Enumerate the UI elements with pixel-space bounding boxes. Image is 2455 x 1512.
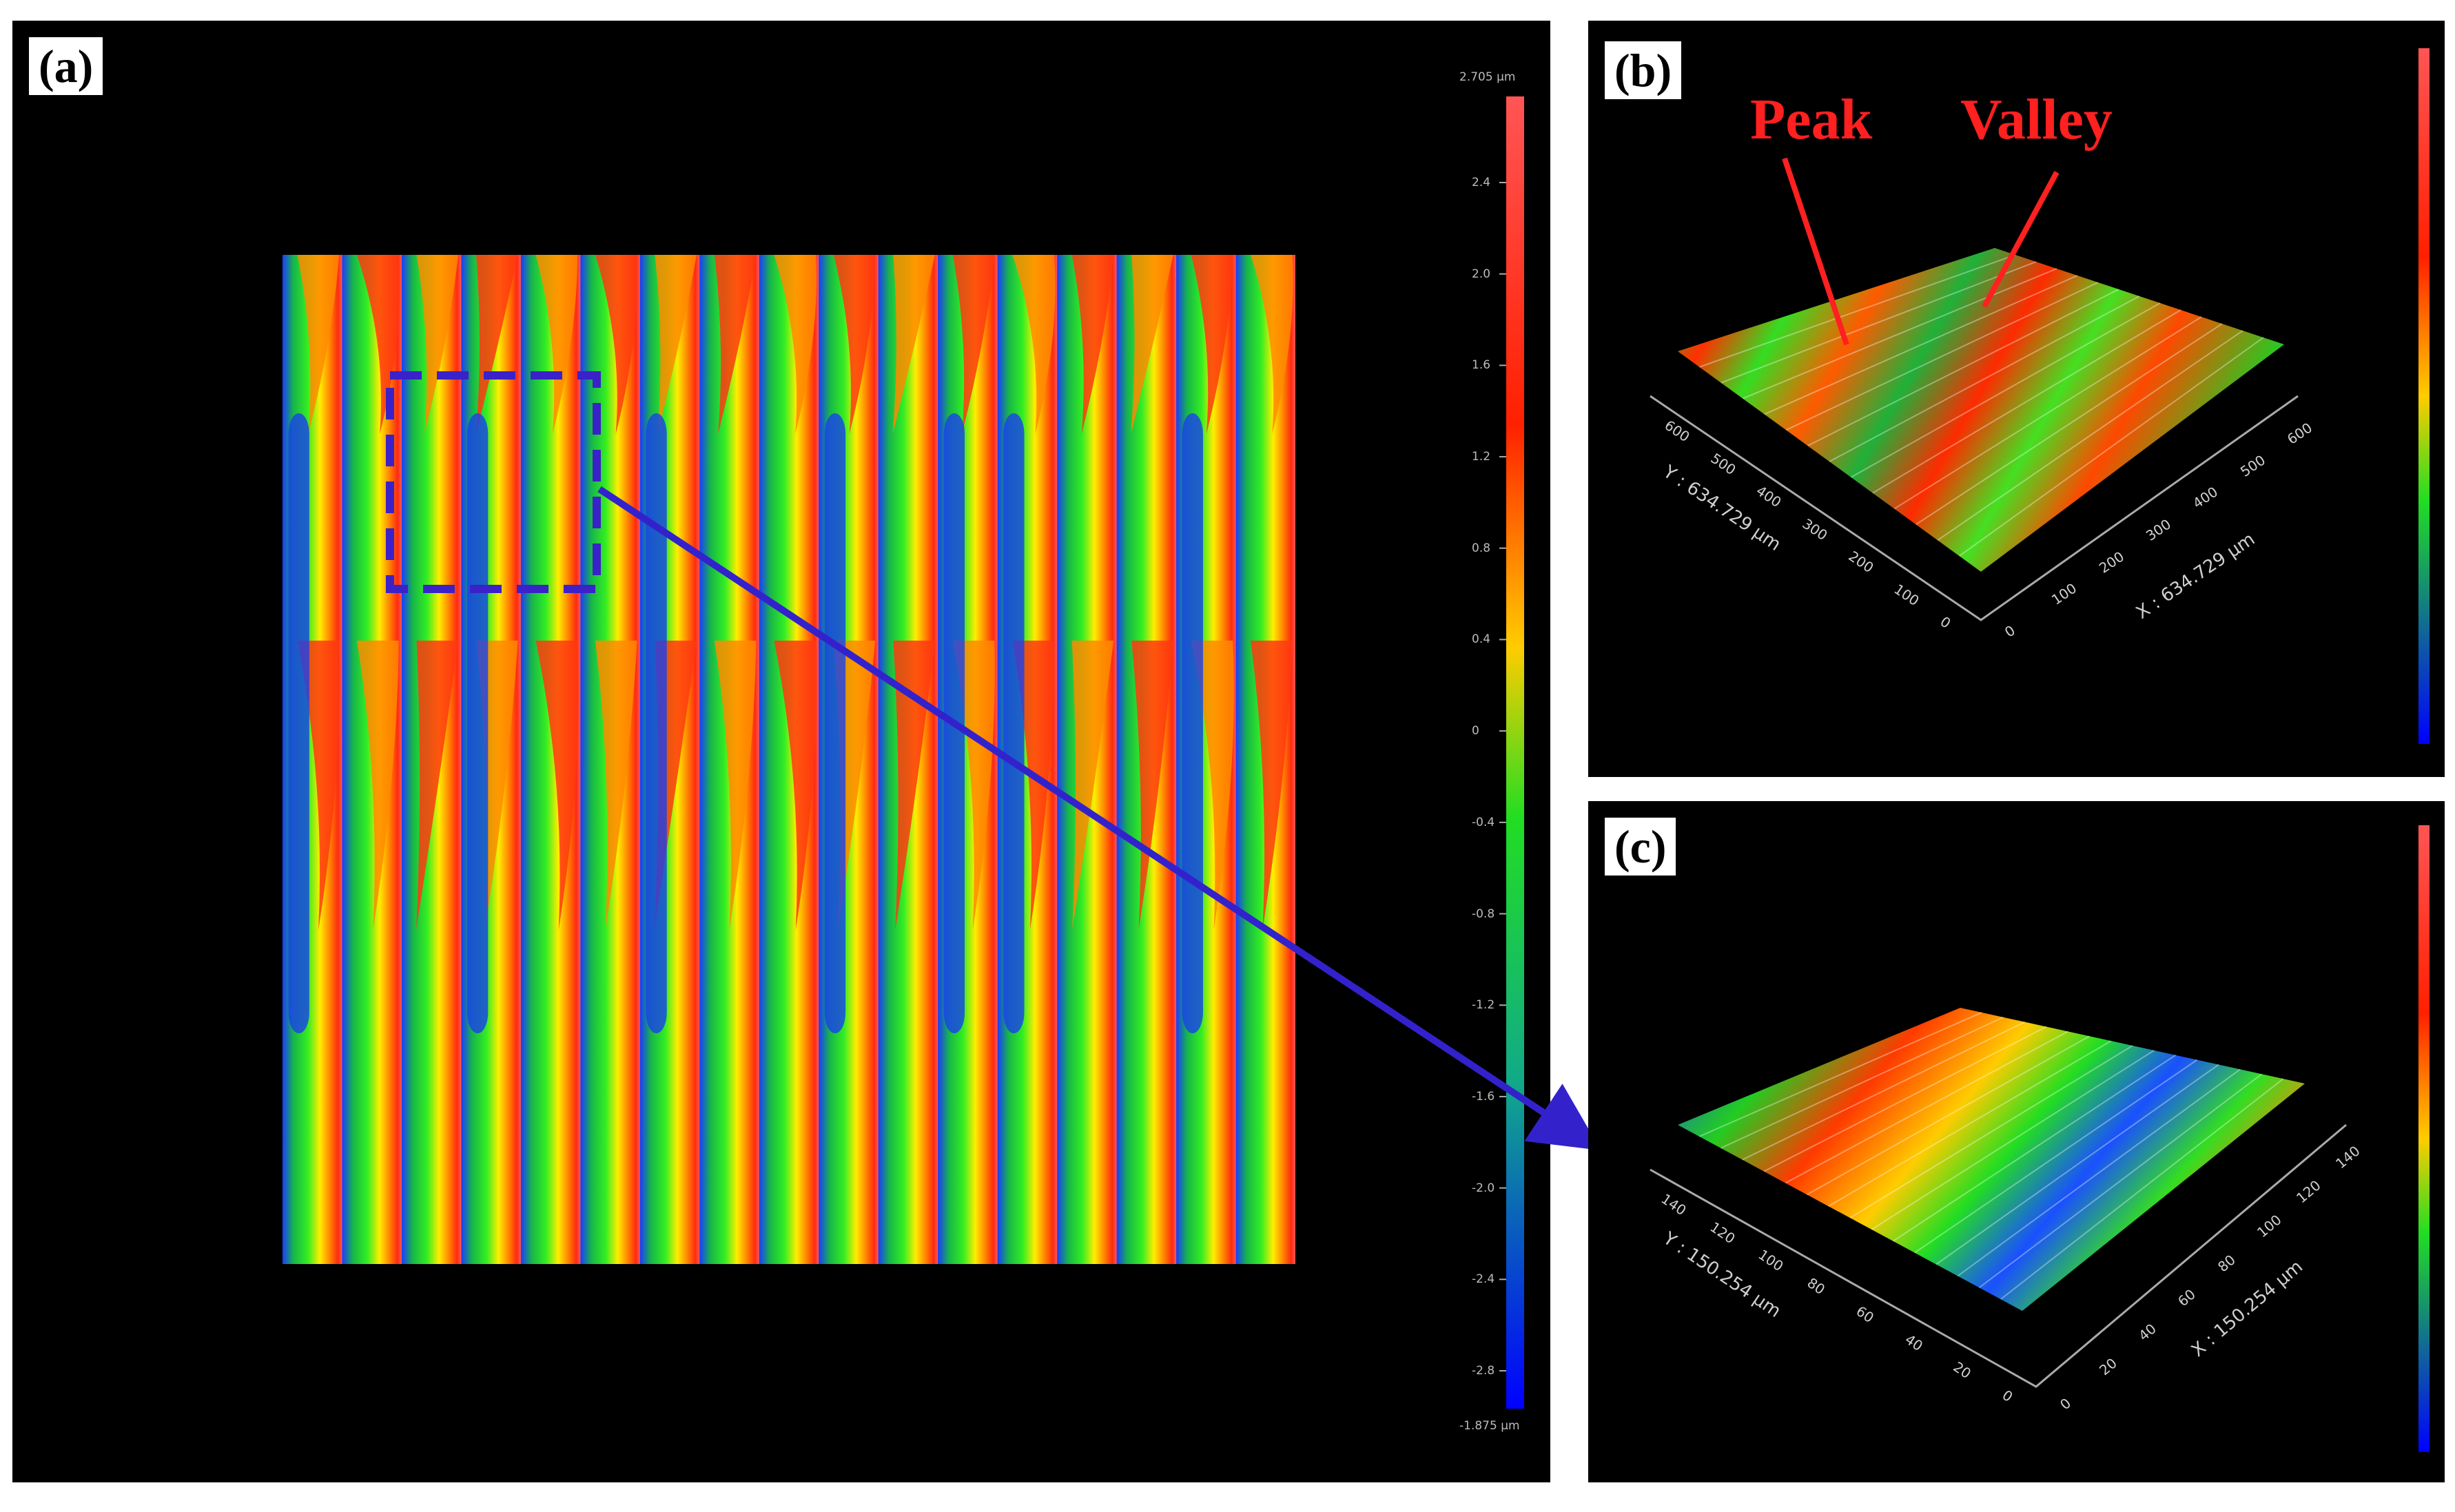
surface-peak xyxy=(655,255,697,434)
surface-peak xyxy=(357,641,399,930)
surface-ridge xyxy=(1720,1016,2004,1149)
surface-map xyxy=(283,255,1295,1264)
surface-peak xyxy=(1191,255,1233,434)
panel-c-svg xyxy=(1650,825,2430,1452)
surface-ridge xyxy=(2000,1078,2284,1300)
surface-peak xyxy=(1012,255,1056,434)
surface-ridge xyxy=(1828,1040,2112,1207)
panel-a-svg xyxy=(283,96,1524,1409)
surface-ridge xyxy=(1807,289,2119,447)
surface-peak xyxy=(416,255,459,434)
surface-peak xyxy=(1251,255,1293,434)
surface-valley xyxy=(824,413,846,1033)
peak-label: Peak xyxy=(1750,87,1873,152)
surface-ridge xyxy=(1764,275,2078,415)
surface-ridge xyxy=(1914,1059,2198,1254)
surface-ridge xyxy=(1958,337,2264,557)
panel-a-topography-map: (a) xyxy=(12,21,1550,1482)
panel-b-svg xyxy=(1650,48,2430,744)
axes-b xyxy=(1650,395,2299,621)
surface-ridge xyxy=(1957,1068,2241,1277)
surface-peak xyxy=(535,255,578,434)
surface-ridge xyxy=(1850,302,2161,478)
scale-tick-label: -0.4 xyxy=(1472,815,1495,829)
scale-top-value: 2.705 µm xyxy=(1459,70,1516,84)
surface-peak xyxy=(714,255,757,434)
surface-ridge xyxy=(1699,254,2016,368)
color-scale-ticks xyxy=(1499,182,1506,1371)
scale-bottom-value: -1.875 µm xyxy=(1459,1419,1520,1433)
surface-ridge xyxy=(1763,1026,2047,1172)
surface-valley xyxy=(646,413,667,1033)
scale-tick-label: 0 xyxy=(1472,724,1479,738)
panel-c-label: (c) xyxy=(1602,815,1679,878)
surface-peak xyxy=(475,255,518,434)
surface-peak xyxy=(1071,255,1114,434)
surface-ridge xyxy=(1872,309,2181,494)
surface-ridge xyxy=(1829,296,2140,462)
surface-peak xyxy=(535,641,579,930)
surface-ridge xyxy=(1937,330,2243,541)
axes-c xyxy=(1650,1123,2347,1388)
surface-peak xyxy=(297,641,340,930)
surface-peak xyxy=(297,255,340,434)
color-scale-bar-b xyxy=(2418,48,2430,744)
panel-b-label: (b) xyxy=(1602,39,1685,102)
surface-valley xyxy=(943,413,965,1033)
surface-ridge xyxy=(1893,316,2202,510)
surface-peak xyxy=(595,255,638,434)
scale-tick-label: 0.8 xyxy=(1472,541,1491,555)
surface-peak xyxy=(1131,255,1173,434)
scale-tick-label: -2.4 xyxy=(1472,1272,1495,1287)
surface-peak xyxy=(774,255,816,434)
surface-ridge xyxy=(1742,268,2057,400)
surface-ridge xyxy=(1720,261,2037,384)
scale-tick-label: -1.6 xyxy=(1472,1089,1495,1104)
scale-tick-label: -0.8 xyxy=(1472,907,1495,921)
surface-valley xyxy=(1003,413,1025,1033)
surface-ridge xyxy=(1849,1045,2133,1219)
surface-ridge xyxy=(1742,1021,2026,1161)
surface-c xyxy=(1678,1008,2305,1311)
scale-tick-label: -1.2 xyxy=(1472,998,1495,1013)
surface-ridge xyxy=(1807,1035,2090,1196)
scale-tick-label: 1.2 xyxy=(1472,450,1491,464)
surface-ridge xyxy=(1915,323,2223,526)
scale-tick-label: 1.6 xyxy=(1472,358,1491,373)
surface-ridge xyxy=(1785,282,2099,431)
scale-tick-label: 2.0 xyxy=(1472,267,1491,281)
selection-box xyxy=(386,371,601,593)
color-scale-bar-c xyxy=(2418,825,2430,1452)
surface-ridge xyxy=(1935,1064,2219,1265)
surface-peak xyxy=(416,641,459,930)
panel-a-label: (a) xyxy=(26,34,106,98)
surface-ridge xyxy=(1871,1050,2155,1230)
surface-b xyxy=(1678,248,2284,572)
surface-ridge xyxy=(1698,1011,1982,1137)
surface-valley xyxy=(1182,413,1203,1033)
scale-tick-label: -2.8 xyxy=(1472,1364,1495,1378)
valley-arrow xyxy=(1982,171,2059,308)
peak-arrow xyxy=(1782,157,1849,346)
valley-label: Valley xyxy=(1960,87,2113,152)
scale-tick-label: 0.4 xyxy=(1472,632,1491,647)
scale-tick-label: -2.0 xyxy=(1472,1181,1495,1195)
color-scale-bar xyxy=(1506,96,1524,1409)
surface-valley xyxy=(467,413,489,1033)
surface-ridge xyxy=(1978,1073,2263,1289)
panel-c-3d-view: (c) Y : 150.254 xyxy=(1588,801,2445,1482)
surface-peak xyxy=(892,255,935,434)
surface-ridge xyxy=(1892,1054,2177,1242)
scale-tick-label: 2.4 xyxy=(1472,176,1491,189)
surface-valley xyxy=(288,413,309,1033)
surface-peak xyxy=(833,255,876,434)
surface-ridge xyxy=(1785,1031,2068,1184)
surface-peak xyxy=(952,255,995,434)
panel-b-3d-view: (b) Peak Valley xyxy=(1588,21,2445,777)
